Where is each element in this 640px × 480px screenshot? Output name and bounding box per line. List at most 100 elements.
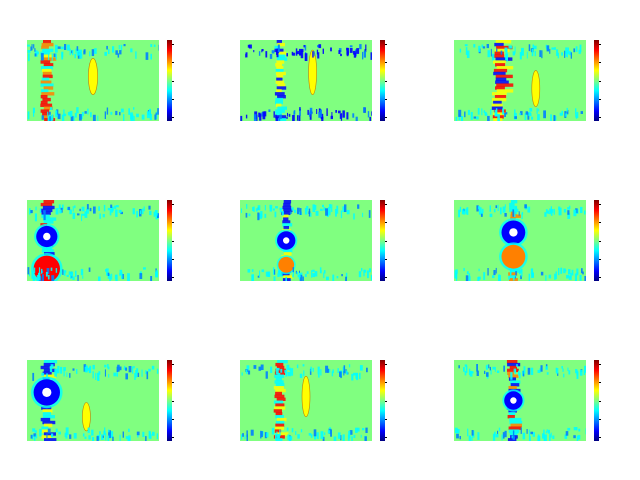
speckle-mark [565, 51, 568, 57]
speckle-mark [465, 47, 468, 55]
speckle-mark [156, 368, 159, 374]
speckle-mark [55, 268, 58, 273]
speckle-mark [279, 207, 283, 210]
speckle-mark [33, 433, 37, 437]
band-segment [276, 417, 287, 422]
speckle-mark [116, 369, 118, 377]
band-segment [277, 106, 287, 110]
speckle-mark [277, 270, 281, 274]
speckle-mark [105, 433, 107, 441]
speckle-mark [31, 44, 33, 51]
speckle-mark [575, 108, 577, 115]
speckle-mark [287, 372, 291, 377]
colorbar-tick [385, 99, 387, 100]
speckle-mark [66, 274, 69, 277]
speckle-mark [247, 269, 251, 273]
colorbar-tick [599, 259, 601, 260]
speckle-mark [292, 274, 294, 278]
speckle-mark [327, 207, 331, 214]
band-segment [42, 74, 53, 79]
speckle-mark [542, 433, 545, 439]
band-segment [274, 406, 286, 410]
speckle-mark [94, 48, 97, 54]
speckle-mark [275, 206, 278, 209]
speckle-mark [298, 52, 301, 55]
speckle-mark [29, 208, 31, 215]
speckle-mark [309, 107, 313, 115]
speckle-mark [75, 270, 77, 277]
speckle-mark [528, 206, 531, 213]
band-segment [40, 202, 53, 207]
speckle-mark [330, 115, 333, 120]
speckle-mark [35, 434, 38, 439]
speckle-mark [78, 49, 82, 56]
colorbar-tick [385, 241, 387, 242]
speckle-mark [515, 206, 517, 215]
speckle-mark [55, 428, 58, 433]
speckle-mark [84, 111, 87, 114]
speckle-mark [58, 204, 61, 210]
speckle-mark [576, 111, 579, 118]
speckle-mark [136, 113, 139, 118]
band-segment [510, 383, 520, 387]
colorbar-tick [599, 44, 601, 45]
speckle-mark [575, 115, 578, 119]
speckle-mark [296, 364, 299, 369]
speckle-mark [107, 272, 110, 276]
speckle-mark [275, 368, 279, 375]
speckle-mark [92, 437, 95, 441]
speckle-mark [494, 109, 497, 117]
colorbar-tick [385, 401, 387, 402]
speckle-mark [72, 368, 75, 371]
speckle-mark [76, 107, 79, 114]
speckle-mark [335, 209, 337, 217]
speckle-mark [250, 429, 254, 436]
speckle-mark [573, 427, 577, 431]
speckle-mark [322, 436, 325, 441]
colorbar-tick [172, 382, 174, 383]
speckle-mark [137, 433, 139, 438]
speckle-mark [76, 49, 79, 56]
speckle-mark [98, 371, 101, 375]
band-segment [282, 220, 291, 224]
band-segment [507, 368, 519, 373]
speckle-mark [459, 48, 462, 53]
oval-feature [88, 57, 98, 96]
band-segment [495, 40, 512, 44]
colorbar-tick [385, 419, 387, 420]
colorbar-tick [599, 401, 601, 402]
speckle-mark [92, 364, 95, 370]
speckle-mark [69, 434, 72, 439]
speckle-mark [323, 207, 326, 211]
speckle-mark [455, 269, 458, 274]
speckle-mark [576, 370, 579, 376]
speckle-mark [128, 366, 132, 373]
band-segment [283, 217, 289, 221]
speckle-mark [563, 373, 565, 378]
speckle-mark [314, 205, 317, 210]
band-segment [495, 63, 506, 67]
band-segment [275, 68, 284, 73]
speckle-mark [150, 53, 152, 60]
speckle-mark [108, 429, 110, 433]
speckle-mark [323, 270, 326, 274]
speckle-mark [304, 45, 307, 51]
speckle-mark [331, 204, 333, 212]
speckle-mark [41, 372, 45, 376]
band-segment [274, 374, 285, 378]
speckle-mark [272, 208, 275, 211]
band-segment [42, 68, 52, 73]
speckle-mark [324, 432, 326, 436]
speckle-mark [299, 107, 301, 111]
band-segment [274, 45, 280, 50]
speckle-mark [81, 111, 84, 117]
speckle-mark [338, 48, 342, 53]
speckle-mark [565, 113, 568, 117]
speckle-mark [533, 45, 537, 50]
speckle-mark [469, 370, 473, 377]
speckle-mark [490, 369, 492, 375]
speckle-mark [581, 268, 583, 274]
colorbar-tick [385, 437, 387, 438]
speckle-mark [362, 51, 364, 60]
band-segment [283, 275, 294, 279]
